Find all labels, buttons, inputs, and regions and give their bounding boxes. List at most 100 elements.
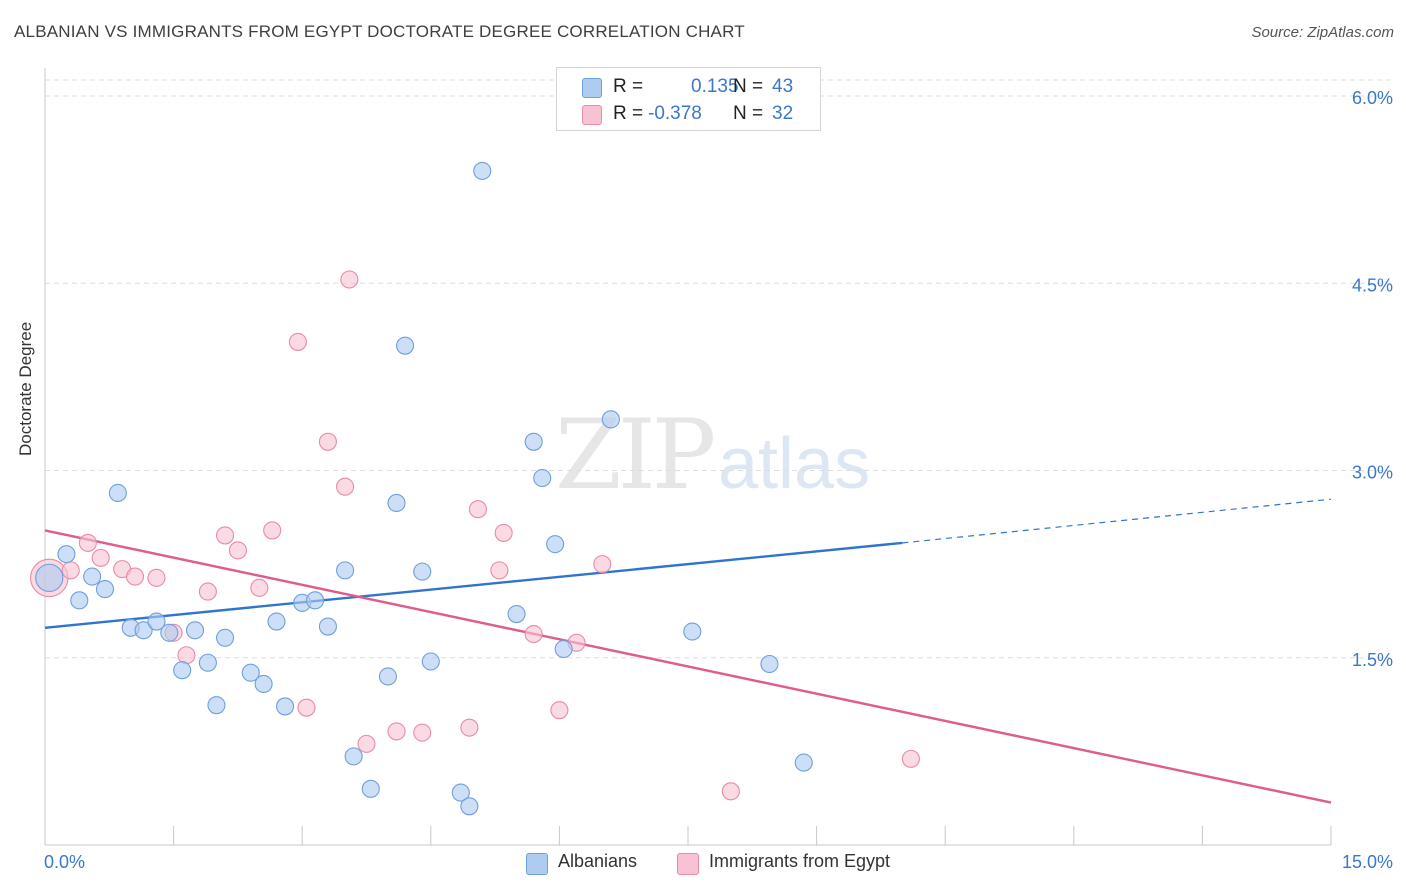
albanians-point [95,580,115,599]
egypt-point [91,548,110,567]
egypt-trend-line [44,529,1332,804]
n-label: N = [733,76,764,97]
egypt-point [340,270,359,289]
albanians-point [306,591,325,610]
albanians-point [361,779,380,798]
egypt-point [901,749,920,768]
y-axis-label: Doctorate Degree [16,321,35,456]
r-value: -0.378 [648,103,702,124]
albanians-point [267,612,286,631]
albanians-trend-line [44,541,903,629]
watermark-atlas: atlas [718,424,870,504]
albanians-point [601,410,620,429]
egypt-point [198,582,217,601]
albanians-point [546,535,565,554]
albanians-point [344,747,363,766]
egypt-point [387,722,406,741]
albanians-point [451,783,470,802]
egypt-point [250,578,269,597]
egypt-point [147,568,166,587]
egypt-point [413,723,432,742]
egypt-point [288,332,307,351]
y-tick-labels: 1.5% 3.0% 4.5% 6.0% [1352,88,1393,670]
egypt-point [263,521,282,540]
legend-label: Albanians [558,851,638,871]
albanians-point [108,483,127,503]
egypt-point [468,500,488,519]
albanians-point [387,493,406,513]
egypt-swatch [677,853,699,875]
albanians-point [254,674,273,694]
r-label: R = [613,103,644,124]
albanians-point [147,612,166,631]
albanians-point [413,562,432,581]
egypt-point [78,533,97,552]
egypt-point [177,646,196,665]
egypt-point [215,526,235,545]
gridlines [45,79,1392,659]
egypt-point [593,555,612,574]
albanians-point [160,623,179,642]
trend-lines [44,498,1332,804]
correlation-legend: R = 0.135 N = 43 R = -0.378 N = 32 [556,67,821,131]
x-tick-label-min: 0.0% [44,852,86,872]
x-tick-label-max: 15.0% [1341,852,1393,872]
egypt-point [61,561,80,580]
y-tick-label: 1.5% [1352,650,1393,670]
watermark-zip: ZIP [555,399,714,511]
egypt-point [228,541,247,560]
source-label: Source: ZipAtlas.com [1251,24,1394,41]
albanians-point [683,622,702,641]
albanians-point [198,653,217,672]
axes [44,68,1332,846]
albanians-swatch [526,853,548,875]
egypt-point [490,561,509,580]
n-value: 43 [772,76,794,97]
egypt-swatch [582,105,602,125]
albanians-point [524,432,543,451]
albanians-point [336,561,355,580]
watermark: ZIP atlas [555,399,870,511]
albanians-swatch [582,78,602,98]
y-tick-label: 4.5% [1352,275,1393,295]
albanians-trend-extension [902,498,1332,544]
albanians-point [533,468,552,488]
data-points [30,161,920,816]
albanians-point [134,621,153,640]
n-label: N = [733,103,764,124]
y-tick-label: 6.0% [1352,88,1393,108]
albanians-point [396,336,415,355]
egypt-point [550,701,569,720]
albanians-point [70,591,89,610]
egypt-point [524,624,543,644]
albanians-point [378,667,397,686]
y-tick-label: 3.0% [1352,463,1393,483]
egypt-point [297,698,316,717]
albanians-point [760,654,779,674]
egypt-point [721,782,740,801]
albanians-point [507,605,526,624]
r-label: R = [613,76,644,97]
egypt-point [494,523,513,542]
chart-title: ALBANIAN VS IMMIGRANTS FROM EGYPT DOCTOR… [14,22,745,41]
egypt-point [318,432,337,451]
egypt-point [357,734,376,753]
albanians-point [794,753,813,772]
egypt-point [336,477,355,496]
r-value: 0.135 [691,76,739,97]
albanians-point [241,663,260,682]
albanians-point [421,652,440,671]
albanians-point [215,628,235,647]
egypt-point [125,567,145,586]
albanians-point [35,563,64,593]
egypt-point [460,718,479,737]
albanians-point [473,161,492,180]
albanians-point [207,696,226,715]
legend-label: Immigrants from Egypt [709,851,891,871]
albanians-point [83,567,102,586]
albanians-point [173,661,192,680]
albanians-point [554,639,573,659]
albanians-point [460,797,479,816]
n-value: 32 [772,103,794,124]
